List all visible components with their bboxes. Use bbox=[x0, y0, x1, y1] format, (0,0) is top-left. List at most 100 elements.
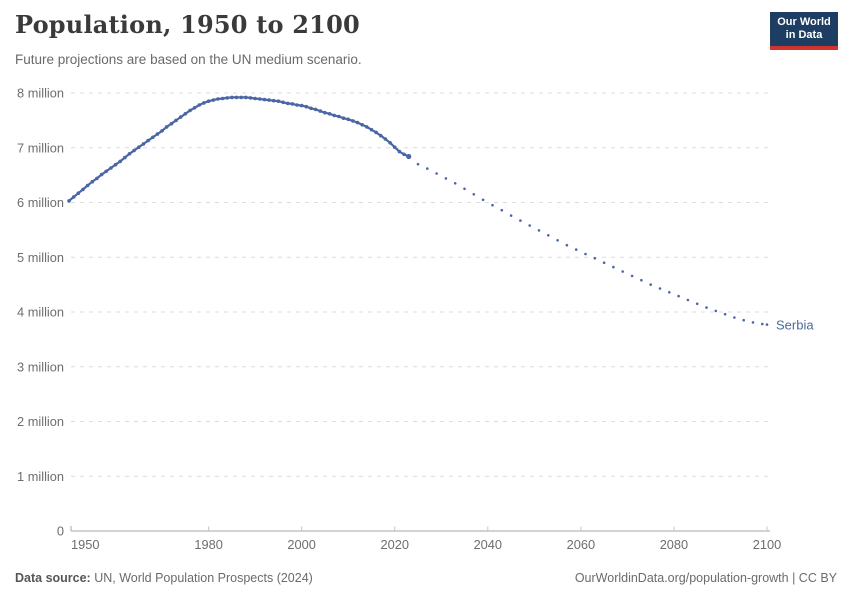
series-marker bbox=[109, 166, 113, 170]
projection-dot bbox=[584, 252, 587, 256]
series-marker bbox=[146, 138, 150, 143]
projection-dot bbox=[547, 234, 550, 237]
series-marker bbox=[258, 97, 262, 101]
series-marker bbox=[151, 135, 155, 140]
series-marker bbox=[365, 125, 369, 129]
projection-dot bbox=[472, 193, 476, 196]
series-marker bbox=[160, 129, 164, 133]
series-marker bbox=[99, 172, 104, 177]
series-marker bbox=[239, 95, 243, 100]
projection-dot bbox=[686, 298, 690, 302]
projection-dot bbox=[658, 287, 662, 290]
projection-dot bbox=[602, 261, 606, 265]
series-marker bbox=[220, 96, 225, 101]
series-marker bbox=[95, 176, 99, 181]
projection-dot bbox=[426, 167, 429, 170]
projection-dot bbox=[761, 322, 764, 326]
projection-dot bbox=[621, 270, 624, 273]
x-axis-label-2020: 2020 bbox=[380, 537, 408, 552]
series-marker bbox=[323, 110, 327, 115]
y-axis-label-4: 4 million bbox=[17, 305, 64, 320]
projection-dot bbox=[612, 265, 615, 269]
series-marker bbox=[271, 98, 276, 103]
footer-link[interactable]: OurWorldinData.org/population-growth | C… bbox=[574, 571, 837, 585]
projection-dot bbox=[677, 294, 680, 298]
series-marker bbox=[290, 102, 295, 106]
y-axis-label-5: 5 million bbox=[17, 250, 64, 265]
projection-dot bbox=[491, 203, 494, 207]
series-marker bbox=[392, 145, 397, 149]
x-axis-label-2080: 2080 bbox=[660, 537, 688, 552]
projection-dot bbox=[463, 187, 466, 191]
projection-dot bbox=[742, 318, 745, 322]
projection-dot bbox=[751, 321, 755, 324]
projection-dot bbox=[705, 306, 708, 309]
owid-logo-line1: Our World bbox=[777, 16, 831, 28]
series-marker bbox=[164, 125, 169, 129]
series-marker bbox=[369, 127, 374, 132]
series-marker bbox=[332, 113, 337, 118]
series-marker bbox=[253, 96, 257, 101]
series-marker bbox=[327, 112, 332, 116]
series-marker bbox=[379, 133, 383, 138]
projection-dot bbox=[649, 283, 652, 286]
series-marker bbox=[141, 142, 146, 146]
x-axis-label-2060: 2060 bbox=[567, 537, 595, 552]
data-source-text: UN, World Population Prospects (2024) bbox=[90, 571, 313, 585]
y-axis-label-3: 3 million bbox=[17, 359, 64, 374]
chart-footer: Data source: UN, World Population Prospe… bbox=[15, 568, 837, 588]
series-marker bbox=[113, 162, 118, 167]
projection-dot bbox=[723, 312, 727, 316]
series-marker bbox=[262, 97, 267, 102]
data-source-label: Data source: bbox=[15, 571, 91, 585]
projection-dot bbox=[668, 291, 671, 294]
series-marker bbox=[197, 103, 202, 107]
projection-dot bbox=[556, 239, 559, 242]
projection-dot bbox=[765, 323, 769, 326]
series-marker bbox=[276, 99, 281, 103]
projection-dot bbox=[695, 302, 699, 306]
projection-dot bbox=[733, 316, 736, 319]
owid-logo-line2: in Data bbox=[785, 29, 823, 41]
x-axis-label-2000: 2000 bbox=[287, 537, 315, 552]
series-marker bbox=[295, 103, 299, 107]
series-marker bbox=[155, 132, 160, 136]
series-marker bbox=[346, 117, 351, 122]
series-marker bbox=[211, 98, 216, 102]
series-marker bbox=[81, 187, 85, 192]
projection-dot bbox=[481, 198, 485, 202]
chart-subtitle: Future projections are based on the UN m… bbox=[15, 52, 362, 67]
series-marker bbox=[137, 145, 141, 149]
projection-dot bbox=[630, 274, 634, 278]
series-marker bbox=[248, 96, 253, 100]
series-marker bbox=[337, 114, 341, 119]
series-end-marker bbox=[406, 153, 412, 160]
series-marker bbox=[202, 101, 206, 105]
y-axis-label-1: 1 million bbox=[17, 469, 64, 484]
series-marker bbox=[118, 159, 122, 164]
projection-dot bbox=[500, 208, 504, 212]
series-marker bbox=[225, 96, 229, 100]
x-axis-label-1980: 1980 bbox=[194, 537, 222, 552]
projection-dot bbox=[444, 177, 448, 180]
projection-dot bbox=[714, 309, 718, 313]
projection-dot bbox=[593, 257, 597, 260]
series-marker bbox=[169, 121, 174, 126]
projection-dot bbox=[574, 248, 578, 251]
series-marker bbox=[192, 106, 197, 110]
series-marker bbox=[383, 137, 388, 141]
series-marker bbox=[183, 112, 188, 116]
series-marker bbox=[304, 104, 309, 109]
series-line-observed bbox=[68, 96, 410, 202]
series-marker bbox=[234, 95, 239, 100]
series-marker bbox=[397, 149, 402, 154]
y-axis-label-7: 7 million bbox=[17, 140, 64, 155]
series-marker bbox=[123, 155, 127, 160]
series-marker bbox=[244, 95, 248, 100]
owid-logo[interactable]: Our World in Data bbox=[770, 12, 838, 50]
y-axis-label-2: 2 million bbox=[17, 414, 64, 429]
entity-label-serbia[interactable]: Serbia bbox=[776, 318, 814, 333]
